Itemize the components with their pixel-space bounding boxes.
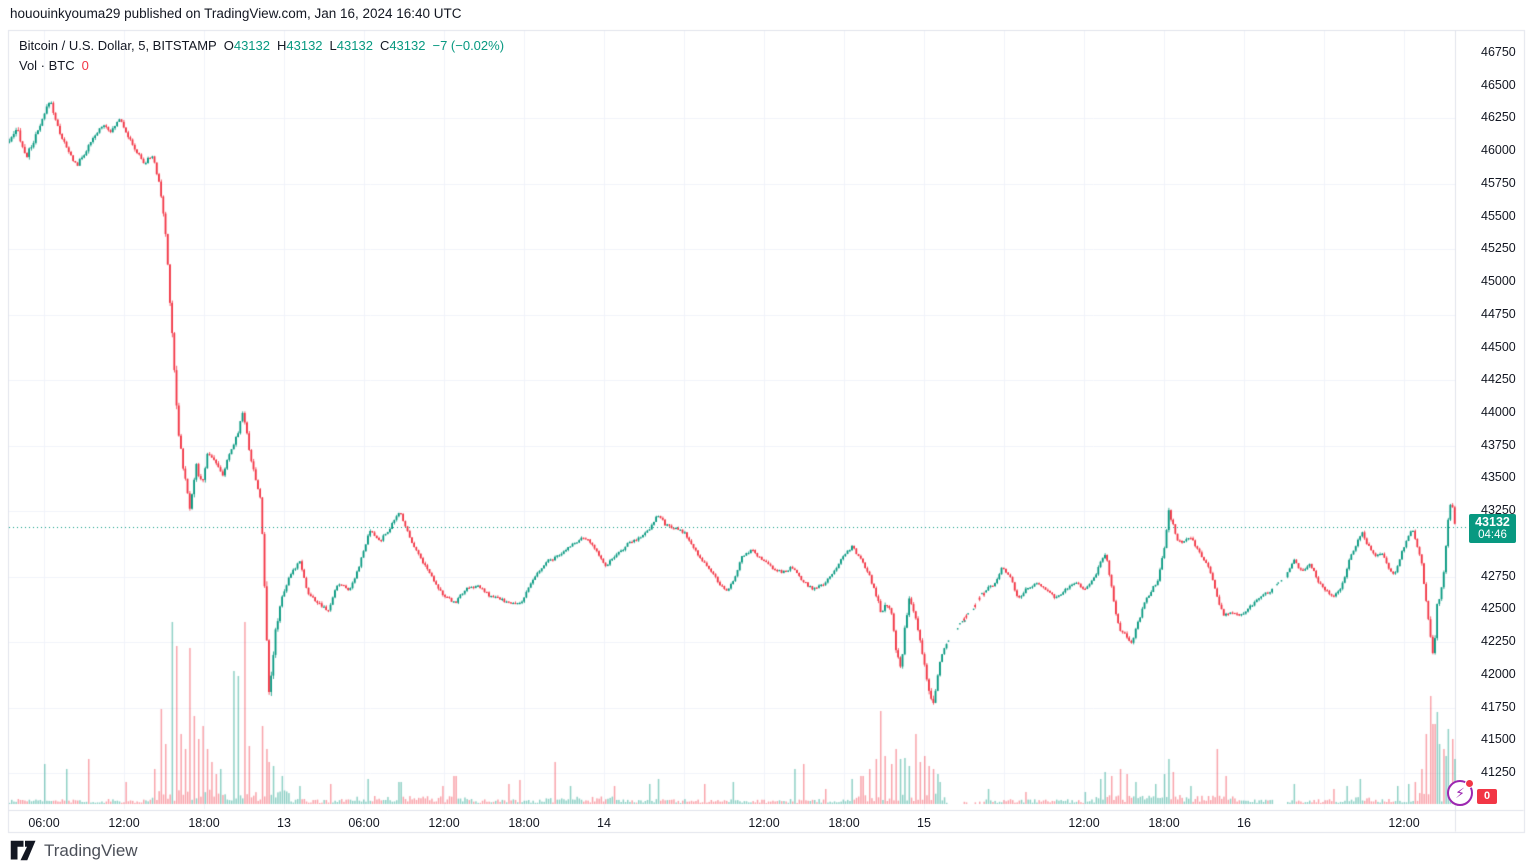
price-axis-label: 43500 — [1481, 470, 1516, 485]
ohlc-pair: C43132 — [379, 38, 426, 53]
notification-dot — [1465, 779, 1474, 788]
tradingview-logo-icon — [10, 840, 36, 861]
ohlc-pair: O43132 — [223, 38, 270, 53]
legend-symbol-row: Bitcoin / U.S. Dollar, 5, BITSTAMP O43132… — [19, 36, 504, 55]
price-axis-label: 42000 — [1481, 666, 1516, 681]
time-axis-label: 06:00 — [348, 816, 380, 830]
ohlc-pair: H43132 — [277, 38, 323, 53]
lightning-bolt-glyph: ⚡ — [1455, 785, 1465, 801]
price-axis-label: 46500 — [1481, 77, 1516, 92]
price-axis-label: 44000 — [1481, 405, 1516, 419]
time-axis-label: 13 — [277, 816, 291, 830]
time-axis-label: 18:00 — [508, 816, 540, 830]
time-axis-label: 12:00 — [108, 816, 140, 830]
price-axis-label: 45500 — [1481, 208, 1516, 223]
time-axis-label: 12:00 — [1068, 816, 1100, 830]
price-axis-label: 42750 — [1481, 568, 1516, 583]
bar-countdown: 04:46 — [1478, 528, 1507, 541]
price-axis-label: 46000 — [1481, 143, 1516, 158]
change-value: −7 (−0.02%) — [432, 38, 505, 53]
time-axis-label: 12:00 — [1388, 816, 1420, 830]
time-axis-label: 14 — [597, 816, 611, 830]
legend-volume-row: Vol · BTC 0 — [19, 56, 504, 75]
price-axis-label: 42250 — [1481, 634, 1516, 649]
time-axis-label: 06:00 — [28, 816, 60, 830]
time-axis-label: 15 — [917, 816, 931, 830]
alert-count-badge: 0 — [1477, 789, 1497, 804]
last-price-badge: 43132 04:46 — [1469, 513, 1516, 543]
price-axis-label: 43750 — [1481, 437, 1516, 452]
price-axis-label: 44250 — [1481, 372, 1516, 387]
time-axis-label: 18:00 — [188, 816, 220, 830]
price-axis-label: 46250 — [1481, 110, 1516, 125]
time-axis-label: 16 — [1237, 816, 1251, 830]
symbol-title: Bitcoin / U.S. Dollar, 5, BITSTAMP — [19, 38, 217, 53]
last-price-value: 43132 — [1475, 514, 1510, 529]
ohlc-values: O43132 H43132 L43132 C43132 — [217, 38, 426, 53]
price-axis-label: 41250 — [1481, 765, 1516, 779]
ohlc-pair: L43132 — [329, 38, 373, 53]
price-axis-label: 45250 — [1481, 241, 1516, 256]
price-axis-label: 44750 — [1481, 306, 1516, 321]
price-axis-label: 45750 — [1481, 175, 1516, 190]
lightning-icon[interactable]: ⚡ — [1447, 779, 1474, 806]
time-axis-label: 18:00 — [1148, 816, 1180, 830]
volume-value: 0 — [81, 58, 89, 73]
price-axis-label: 41750 — [1481, 699, 1516, 714]
price-axis-label: 42500 — [1481, 601, 1516, 616]
time-axis-label: 12:00 — [748, 816, 780, 830]
price-axis-label: 41500 — [1481, 732, 1516, 747]
price-axis-label: 46750 — [1481, 45, 1516, 59]
time-axis-label: 18:00 — [828, 816, 860, 830]
price-axis-label: 45000 — [1481, 274, 1516, 289]
price-axis-label: 44500 — [1481, 339, 1516, 354]
time-axis-label: 12:00 — [428, 816, 460, 830]
tradingview-logo-text: TradingView — [44, 840, 138, 860]
chart-legend: Bitcoin / U.S. Dollar, 5, BITSTAMP O43132… — [19, 36, 504, 75]
volume-label: Vol · BTC — [19, 58, 75, 73]
tradingview-logo[interactable]: TradingView — [10, 840, 138, 861]
